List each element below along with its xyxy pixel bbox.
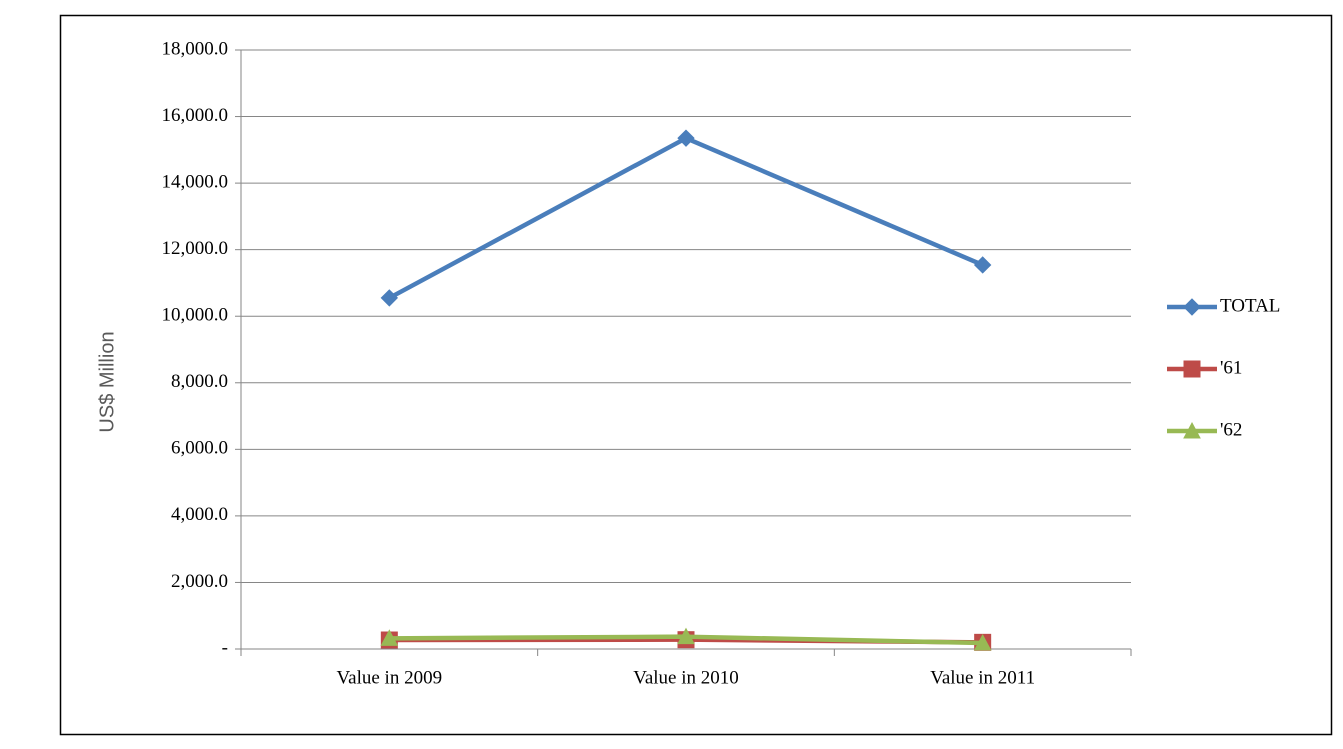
x-tick-label: Value in 2011: [930, 667, 1035, 688]
legend-label: '61: [1220, 357, 1242, 378]
x-tick-label: Value in 2010: [633, 667, 739, 688]
legend-label: TOTAL: [1220, 295, 1280, 316]
y-tick-label: 16,000.0: [162, 105, 229, 126]
y-tick-label: 2,000.0: [171, 571, 228, 592]
data-point: [677, 627, 695, 645]
chart-border: [59, 14, 1333, 736]
data-point: [973, 256, 992, 274]
y-tick-label: 8,000.0: [171, 371, 228, 392]
y-tick-label: 12,000.0: [162, 238, 229, 259]
legend-label: '62: [1220, 419, 1242, 440]
y-tick-label: 10,000.0: [162, 305, 229, 326]
legend-marker: [1183, 298, 1201, 316]
legend-marker: [1183, 421, 1201, 439]
y-tick-label: 14,000.0: [162, 171, 229, 192]
y-tick-label: -: [222, 637, 228, 658]
y-tick-label: 18,000.0: [162, 38, 229, 59]
legend-marker: [1183, 360, 1201, 378]
y-axis-label: US$ Million: [96, 331, 118, 432]
x-tick-label: Value in 2009: [337, 667, 443, 688]
y-tick-label: 4,000.0: [171, 504, 228, 525]
y-tick-label: 6,000.0: [171, 438, 228, 459]
data-point: [677, 129, 695, 147]
data-point: [380, 289, 399, 307]
data-point: [380, 629, 399, 646]
data-point: [973, 633, 992, 651]
